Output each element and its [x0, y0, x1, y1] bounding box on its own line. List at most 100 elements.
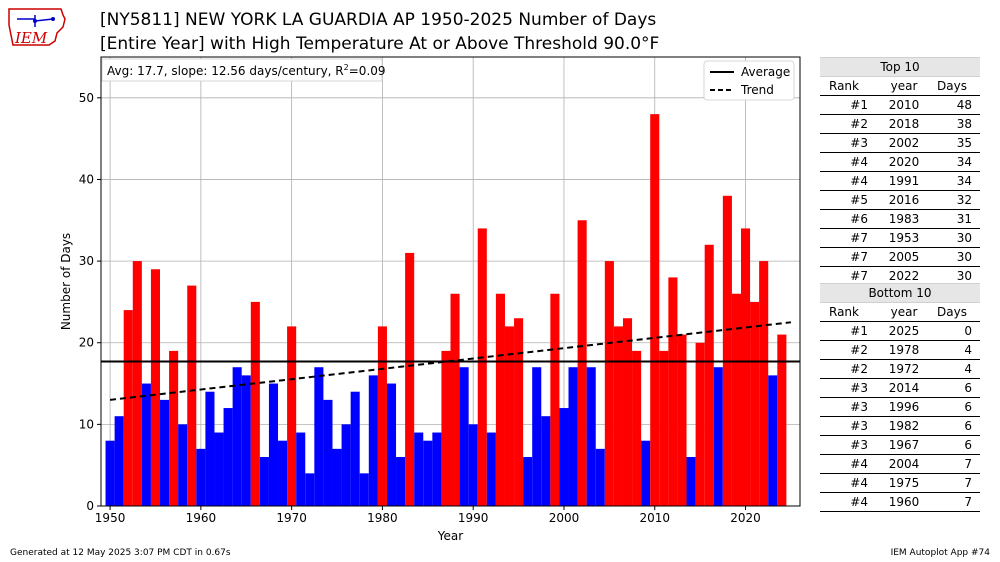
top10-cell: #4: [820, 171, 876, 191]
bar-2022: [759, 261, 769, 506]
bottom10-cell: 4: [932, 340, 980, 360]
y-tick-label: 20: [79, 336, 94, 350]
top10-cell: 2016: [876, 190, 932, 210]
bar-1955: [150, 269, 161, 506]
bottom10-row: #2 1972 4: [820, 359, 980, 379]
bottom10-cell: 2004: [876, 454, 932, 474]
top10-row: #5 2016 32: [820, 190, 980, 210]
bottom10-cell: 6: [932, 397, 980, 417]
top10-row: #1 2010 48: [820, 95, 980, 115]
reference-lines: [101, 321, 800, 401]
bar-1966: [250, 301, 260, 506]
bar-1977: [350, 391, 360, 506]
top10-cell: #5: [820, 190, 876, 210]
bar-1974: [323, 399, 333, 506]
legend-average-label: Average: [741, 65, 790, 79]
top10-row: #4 2020 34: [820, 152, 980, 172]
bar-1996: [523, 457, 533, 506]
generated-timestamp: Generated at 12 May 2025 3:07 PM CDT in …: [10, 548, 231, 558]
x-tick-label: 2010: [639, 511, 670, 525]
bottom10-row: #4 1975 7: [820, 473, 980, 493]
bottom10-title: Bottom 10: [820, 283, 980, 303]
top10-row: #7 2005 30: [820, 247, 980, 267]
top10-cell: 38: [932, 114, 980, 134]
y-tick-label: 30: [79, 254, 94, 268]
top10-cell: 2010: [876, 95, 932, 115]
bar-2006: [613, 326, 623, 506]
bar-1989: [459, 367, 469, 506]
bottom10-row: #3 1996 6: [820, 397, 980, 417]
bottom10-cell: 6: [932, 435, 980, 455]
bar-2009: [641, 440, 651, 506]
bar-1970: [287, 326, 297, 506]
x-tick-label: 2000: [549, 511, 580, 525]
bar-1978: [359, 473, 369, 506]
bars: [105, 114, 787, 507]
bottom10-cell: 1960: [876, 492, 932, 512]
bottom10-cell: #3: [820, 416, 876, 436]
bar-1968: [268, 383, 279, 506]
top10-cell: 2005: [876, 247, 932, 267]
bar-1986: [432, 432, 442, 506]
top10-cell: 1953: [876, 228, 932, 248]
top10-cell: #7: [820, 266, 876, 286]
top10-cell: 48: [932, 95, 980, 115]
y-tick-label: 10: [79, 417, 94, 431]
bar-2017: [713, 367, 723, 506]
chart-title: [NY5811] NEW YORK LA GUARDIA AP 1950-202…: [100, 8, 659, 56]
bottom10-cell: #1: [820, 321, 876, 341]
bottom10-cell: 2025: [876, 321, 932, 341]
bottom10-cell: 2014: [876, 378, 932, 398]
bottom10-row: #4 1960 7: [820, 492, 980, 512]
top10-cell: #1: [820, 95, 876, 115]
bottom10-cell: 1975: [876, 473, 932, 493]
bottom10-table: Bottom 10 Rank year Days #1 2025 0 #2 1978 4 #…: [820, 283, 980, 512]
bottom10-row: #4 2004 7: [820, 454, 980, 474]
bottom10-cell: #3: [820, 378, 876, 398]
bar-1959: [187, 285, 197, 506]
bar-2018: [722, 195, 732, 507]
bar-1991: [477, 228, 487, 506]
y-tick-label: 40: [79, 172, 94, 186]
plot-frame: [100, 56, 801, 507]
bottom10-cell: #4: [820, 492, 876, 512]
bottom10-cell: 4: [932, 359, 980, 379]
bar-1976: [341, 424, 351, 506]
bar-1950: [105, 440, 115, 506]
legend: Average Trend: [703, 60, 795, 101]
top10-col-rank: Rank: [820, 76, 876, 96]
bar-1987: [441, 350, 451, 506]
bar-2019: [731, 293, 741, 506]
bottom10-cell: #3: [820, 435, 876, 455]
bar-1953: [132, 261, 142, 506]
stats-text: Avg: 17.7, slope: 12.56 days/century, R2…: [107, 63, 386, 78]
bar-1998: [541, 416, 551, 506]
x-tick-label: 2020: [730, 511, 761, 525]
x-tick-label: 1960: [186, 511, 217, 525]
bottom10-cell: 1972: [876, 359, 932, 379]
bar-1952: [123, 310, 133, 506]
top10-col-year: year: [876, 76, 932, 96]
axis-ticks: 1950 1960 1970 1980 1990 2000 2010 2020 0 10 20 30 4…: [79, 91, 761, 525]
bottom10-col-year: year: [876, 302, 932, 322]
bar-2011: [659, 350, 669, 506]
bar-1964: [232, 367, 242, 506]
bottom10-cell: 1982: [876, 416, 932, 436]
bar-1972: [305, 473, 315, 506]
top10-cell: #6: [820, 209, 876, 229]
app-credit: IEM Autoplot App #74: [890, 548, 990, 558]
bottom10-cell: #2: [820, 340, 876, 360]
bar-1961: [205, 391, 215, 506]
bar-1984: [414, 432, 424, 506]
bar-2020: [740, 228, 751, 506]
stats-box: Avg: 17.7, slope: 12.56 days/century, R2…: [101, 58, 386, 82]
bottom10-cell: #3: [820, 397, 876, 417]
top10-cell: 2002: [876, 133, 932, 153]
top10-cell: 2020: [876, 152, 932, 172]
top10-cell: #7: [820, 228, 876, 248]
top10-row: #4 1991 34: [820, 171, 980, 191]
bottom10-cell: 1967: [876, 435, 932, 455]
y-tick-label: 0: [86, 499, 94, 513]
y-tick-label: 50: [79, 91, 94, 105]
x-axis-label: Year: [437, 529, 463, 543]
